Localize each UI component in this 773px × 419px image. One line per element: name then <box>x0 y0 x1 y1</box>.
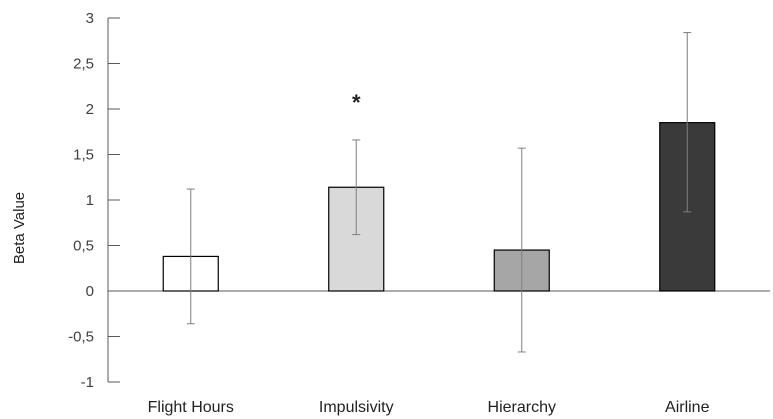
x-category-label: Flight Hours <box>148 399 234 416</box>
x-category-label: Airline <box>665 399 710 416</box>
y-tick-label: 2 <box>86 101 94 118</box>
y-tick-label: 2,5 <box>73 56 94 73</box>
y-tick-label: 0,5 <box>73 238 94 255</box>
significance-marker: * <box>352 90 361 115</box>
x-category-label: Impulsivity <box>319 399 394 416</box>
y-tick-label: 3 <box>86 10 94 27</box>
y-tick-label: 1,5 <box>73 147 94 164</box>
y-tick-label: 0 <box>86 283 94 300</box>
x-axis-labels: Flight Hours Impulsivity Hierarchy Airline <box>148 399 710 416</box>
bars: * <box>162 32 716 353</box>
y-axis: -1 -0,5 0 0,5 1 1,5 2 2,5 3 <box>68 10 770 391</box>
y-tick-label: -0,5 <box>68 329 94 346</box>
y-tick-label: 1 <box>86 192 94 209</box>
y-tick-label: -1 <box>81 374 94 391</box>
x-category-label: Hierarchy <box>488 399 556 416</box>
y-axis-title: Beta Value <box>11 192 28 264</box>
